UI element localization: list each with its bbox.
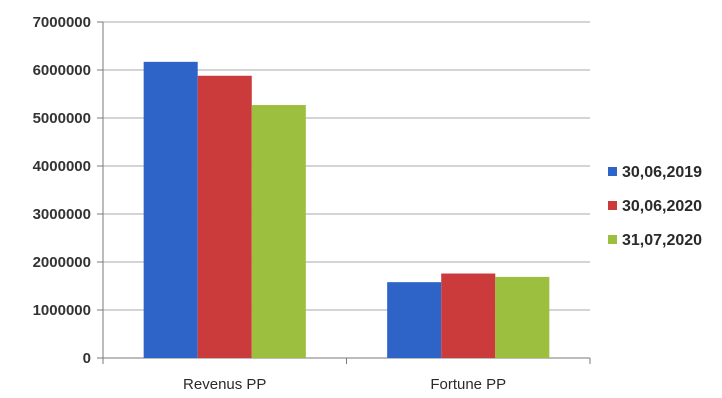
legend-swatch: [608, 167, 617, 176]
y-tick-label: 4000000: [33, 158, 91, 175]
legend: 30,06,2019 30,06,2020 31,07,2020: [608, 164, 702, 249]
y-tick-label: 3000000: [33, 206, 91, 223]
x-category-label: Revenus PP: [183, 376, 266, 393]
y-tick-label: 6000000: [33, 62, 91, 79]
legend-label: 30,06,2019: [622, 164, 702, 181]
legend-swatch: [608, 235, 617, 244]
y-tick-label: 2000000: [33, 254, 91, 271]
legend-swatch: [608, 201, 617, 210]
x-category-label: Fortune PP: [430, 376, 506, 393]
bar: [197, 75, 252, 358]
bar: [441, 273, 496, 358]
bar: [387, 282, 442, 358]
bar: [251, 105, 306, 358]
bar: [495, 276, 550, 358]
y-tick-label: 0: [83, 350, 91, 367]
y-tick-label: 1000000: [33, 302, 91, 319]
x-axis-categories: Revenus PP Fortune PP: [183, 376, 506, 393]
y-axis-ticks: 0 1000000 2000000 3000000 4000000 5000000 6000…: [33, 14, 91, 367]
y-tick-label: 7000000: [33, 14, 91, 31]
legend-label: 31,07,2020: [622, 232, 702, 249]
legend-label: 30,06,2020: [622, 198, 702, 215]
bars: [143, 61, 550, 359]
y-tick-label: 5000000: [33, 110, 91, 127]
bar: [143, 61, 198, 359]
